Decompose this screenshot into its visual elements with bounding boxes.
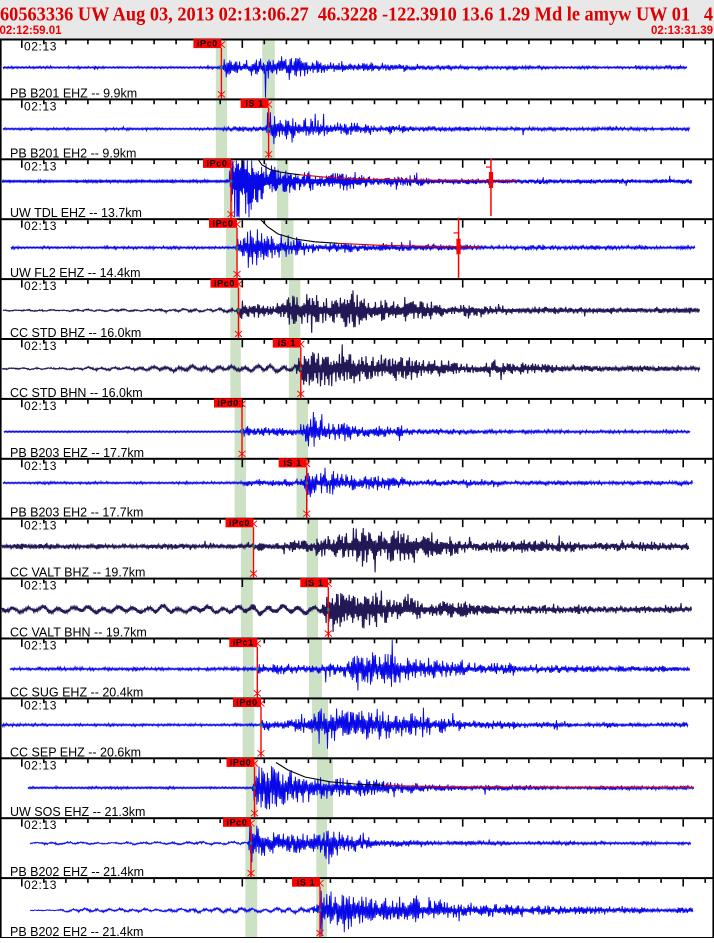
svg-text:02:13: 02:13: [24, 698, 57, 712]
svg-text:02:13: 02:13: [24, 519, 57, 533]
svg-text:iPd0: iPd0: [217, 398, 238, 408]
svg-text:02:13: 02:13: [24, 399, 57, 413]
svg-text:02:13: 02:13: [24, 459, 57, 473]
svg-text:iPc0: iPc0: [227, 817, 248, 827]
svg-text:02:13: 02:13: [24, 219, 57, 233]
svg-text:02:13: 02:13: [24, 339, 57, 353]
svg-text:02:13: 02:13: [24, 639, 57, 653]
svg-text:02:13: 02:13: [24, 758, 57, 772]
svg-text:PB B203 EH2 -- 17.7km: PB B203 EH2 -- 17.7km: [10, 506, 143, 520]
svg-text:iS 1: iS 1: [297, 877, 315, 887]
svg-text:02:13: 02:13: [24, 818, 57, 832]
svg-text:02:12:59.01: 02:12:59.01: [0, 25, 62, 37]
svg-text:CC VALT BHN -- 19.7km: CC VALT BHN -- 19.7km: [10, 626, 147, 640]
svg-text:UW SOS EHZ -- 21.3km: UW SOS EHZ -- 21.3km: [10, 805, 145, 819]
svg-text:iS 1: iS 1: [283, 458, 301, 468]
svg-text:CC VALT BHZ -- 19.7km: CC VALT BHZ -- 19.7km: [10, 566, 145, 580]
svg-text:iPc0: iPc0: [197, 39, 218, 49]
svg-text:iPc0: iPc0: [229, 518, 250, 528]
svg-text:02:13: 02:13: [24, 279, 57, 293]
svg-text:iS 1: iS 1: [245, 99, 263, 109]
svg-text:PB B201 EHZ -- 9.9km: PB B201 EHZ -- 9.9km: [10, 86, 137, 100]
svg-text:CC SEP EHZ -- 20.6km: CC SEP EHZ -- 20.6km: [10, 745, 141, 759]
svg-text:iPd0: iPd0: [230, 758, 251, 768]
svg-text:CC SUG EHZ -- 20.4km: CC SUG EHZ -- 20.4km: [10, 685, 143, 699]
svg-text:PB B201 EH2 -- 9.9km: PB B201 EH2 -- 9.9km: [10, 146, 136, 160]
svg-text:02:13: 02:13: [24, 159, 57, 173]
svg-text:UW FL2 EHZ -- 14.4km: UW FL2 EHZ -- 14.4km: [10, 266, 141, 280]
svg-text:PB B203 EHZ -- 17.7km: PB B203 EHZ -- 17.7km: [10, 446, 144, 460]
svg-text:iPc0: iPc0: [207, 159, 228, 169]
svg-text:02:13: 02:13: [24, 878, 57, 892]
svg-text:iPc0: iPc0: [214, 278, 235, 288]
svg-text:02:13: 02:13: [24, 40, 57, 54]
svg-text:02:13: 02:13: [24, 579, 57, 593]
svg-text:PB B202 EHZ -- 21.4km: PB B202 EHZ -- 21.4km: [10, 865, 144, 879]
svg-text:iS 1: iS 1: [278, 338, 296, 348]
svg-text:02:13: 02:13: [24, 99, 57, 113]
svg-text:iPc0: iPc0: [213, 218, 234, 228]
svg-text:02:13:31.39: 02:13:31.39: [651, 25, 713, 37]
svg-text:iPd0: iPd0: [236, 698, 257, 708]
svg-text:60563336 UW Aug 03, 2013 02:13: 60563336 UW Aug 03, 2013 02:13:06.27 46.…: [0, 4, 713, 26]
svg-text:UW TDL EHZ -- 13.7km: UW TDL EHZ -- 13.7km: [10, 206, 142, 220]
svg-text:PB B202 EH2 -- 21.4km: PB B202 EH2 -- 21.4km: [10, 925, 143, 938]
svg-text:iPc1: iPc1: [233, 638, 254, 648]
svg-text:iS 1: iS 1: [305, 578, 323, 588]
svg-text:CC STD BHZ -- 16.0km: CC STD BHZ -- 16.0km: [10, 326, 141, 340]
svg-text:CC STD BHN -- 16.0km: CC STD BHN -- 16.0km: [10, 386, 143, 400]
